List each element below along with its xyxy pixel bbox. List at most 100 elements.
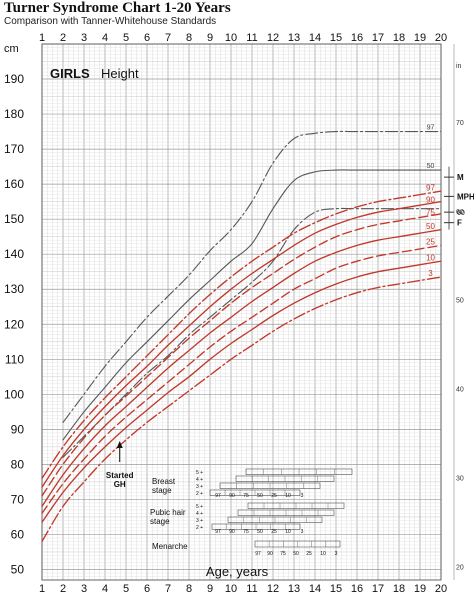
x-tick-label-top: 15 [330, 32, 342, 44]
x-tick-label-top: 8 [186, 32, 192, 44]
y-tick-label-in: 20 [456, 565, 464, 572]
x-tick-label-top: 20 [435, 32, 447, 44]
y-tick-label-in: 60 [456, 209, 464, 216]
stage-pct-label: 10 [285, 529, 291, 535]
stage-row-label: 5 + [196, 470, 203, 476]
panel-label-girls: GIRLS [50, 66, 90, 81]
x-tick-label-bottom: 14 [309, 583, 321, 595]
stage-row-label: 3 + [196, 518, 203, 524]
right-markers: M MPH 60 F [444, 166, 474, 230]
y-tick-label-cm: 120 [4, 317, 24, 331]
stage-pct-label: 50 [257, 529, 263, 535]
x-tick-label-bottom: 16 [351, 583, 363, 595]
x-tick-label-bottom: 18 [393, 583, 405, 595]
y-tick-label-cm: 190 [4, 72, 24, 86]
y-tick-label-cm: 50 [11, 562, 25, 576]
y-tick-label-in: 70 [456, 120, 464, 127]
x-tick-label-bottom: 12 [267, 583, 279, 595]
turner-line-p3 [41, 276, 442, 543]
x-tick-label-bottom: 13 [288, 583, 300, 595]
y-tick-label-cm: 90 [11, 422, 25, 436]
turner-line-label: 10 [426, 253, 435, 262]
x-axis-label: Age, years [206, 564, 269, 579]
menarche-pct-label: 90 [267, 551, 273, 557]
x-tick-label-top: 18 [393, 32, 405, 44]
x-tick-label-bottom: 10 [225, 583, 237, 595]
stage-row-label: 4 + [196, 511, 203, 517]
y-tick-label-cm: 100 [4, 387, 24, 401]
menarche-label: Menarche [152, 542, 188, 551]
marker-label: F [457, 219, 462, 228]
x-tick-label-top: 14 [309, 32, 321, 44]
stage-pct-label: 90 [229, 493, 235, 499]
x-tick-label-bottom: 2 [60, 583, 66, 595]
turner-line-label: 3 [428, 269, 433, 278]
x-tick-label-bottom: 11 [246, 583, 257, 595]
turner-line-p50 [41, 229, 442, 508]
stage-pct-label: 90 [229, 529, 235, 535]
turner-line-label: 90 [426, 196, 435, 205]
x-tick-label-bottom: 3 [81, 583, 87, 595]
y-tick-label-cm: 180 [4, 107, 24, 121]
turner-line-label: 50 [426, 222, 435, 231]
x-tick-label-bottom: 9 [207, 583, 213, 595]
normal-percentile-lines [62, 130, 442, 458]
stage-pct-label: 97 [215, 493, 221, 499]
stage-pct-label: 50 [257, 493, 263, 499]
stage-pct-label: 25 [271, 529, 277, 535]
stage-row-label: 2 + [196, 491, 203, 497]
marker-label: 60 [457, 210, 465, 217]
marker-label: MPH [457, 192, 474, 201]
menarche-pct-label: 97 [255, 551, 261, 557]
x-tick-label-bottom: 17 [372, 583, 384, 595]
started-gh-label: Started [106, 471, 134, 480]
started-gh-label: GH [114, 480, 126, 489]
x-tick-label-bottom: 4 [102, 583, 108, 595]
stage-row-label: 3 + [196, 484, 203, 490]
x-tick-labels: 1122334455667788991010111112121313141415… [39, 32, 447, 595]
y-tick-label-cm: 80 [11, 457, 25, 471]
turner-line-label: 75 [426, 208, 435, 217]
y-tick-label-in: 30 [456, 476, 464, 483]
x-tick-label-top: 17 [372, 32, 384, 44]
normal-line-p3 [62, 207, 442, 458]
turner-line-p10 [41, 260, 442, 523]
stage-pct-label: 75 [243, 493, 249, 499]
turner-line-p25 [41, 244, 442, 515]
menarche-pct-label: 25 [306, 551, 312, 557]
x-tick-label-bottom: 7 [165, 583, 171, 595]
x-tick-label-top: 11 [246, 32, 257, 44]
x-tick-label-top: 2 [60, 32, 66, 44]
x-tick-label-top: 13 [288, 32, 300, 44]
turner-line-p97 [41, 190, 442, 480]
x-tick-label-bottom: 15 [330, 583, 342, 595]
turner-line-label: 25 [426, 238, 435, 247]
y-tick-label-cm: 150 [4, 212, 24, 226]
normal-line-p97 [62, 130, 442, 423]
y-tick-label-cm: 130 [4, 282, 24, 296]
menarche-pct-label: 50 [293, 551, 299, 557]
stage-row-label: 4 + [196, 477, 203, 483]
x-tick-label-bottom: 20 [435, 583, 447, 595]
x-tick-label-top: 3 [81, 32, 87, 44]
pubic-stage-label: stage [150, 517, 170, 526]
chart-subtitle: Comparison with Tanner-Whitehouse Standa… [4, 16, 217, 27]
normal-line-label: 50 [427, 163, 435, 170]
stage-pct-label: 3 [301, 493, 304, 499]
stage-row-label: 5 + [196, 504, 203, 510]
x-tick-label-bottom: 6 [144, 583, 150, 595]
x-tick-label-top: 4 [102, 32, 108, 44]
y-tick-label-in: 50 [456, 298, 464, 305]
stage-pct-label: 25 [271, 493, 277, 499]
y-tick-label-cm: 140 [4, 247, 24, 261]
x-tick-label-top: 5 [123, 32, 129, 44]
normal-line-label: 97 [427, 125, 435, 132]
stage-pct-label: 10 [285, 493, 291, 499]
x-tick-label-top: 1 [39, 32, 45, 44]
x-tick-label-bottom: 1 [39, 583, 45, 595]
stage-pct-label: 75 [243, 529, 249, 535]
y-tick-label-in: 40 [456, 387, 464, 394]
chart-title: Turner Syndrome Chart 1-20 Years [4, 0, 231, 16]
